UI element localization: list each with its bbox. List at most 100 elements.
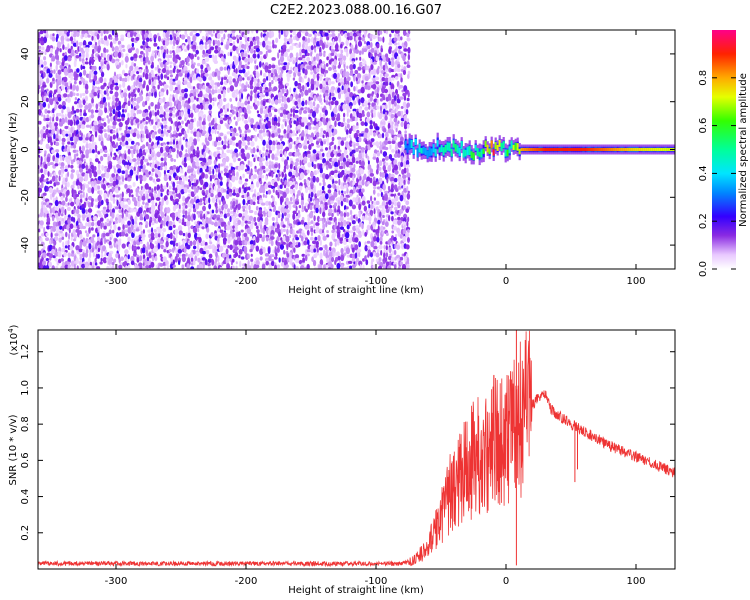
- noise-cell: [160, 162, 165, 168]
- noise-cell: [91, 48, 95, 55]
- noise-cell: [359, 118, 363, 122]
- noise-cell: [175, 132, 179, 138]
- noise-cell: [184, 92, 188, 99]
- noise-cell: [148, 220, 152, 228]
- noise-cell: [169, 141, 173, 145]
- noise-cell: [81, 172, 86, 177]
- noise-cell: [148, 91, 152, 97]
- noise-cell: [334, 173, 338, 178]
- noise-cell: [100, 71, 105, 78]
- noise-cell: [334, 169, 338, 174]
- noise-cell: [95, 147, 98, 153]
- noise-cell: [334, 208, 337, 213]
- noise-cell: [235, 132, 239, 137]
- noise-cell: [361, 37, 366, 42]
- noise-cell: [297, 129, 301, 133]
- noise-cell: [325, 44, 329, 49]
- noise-cell: [186, 244, 191, 250]
- noise-cell: [76, 265, 79, 269]
- noise-cell: [114, 37, 119, 41]
- noise-cell: [184, 210, 188, 215]
- noise-cell: [324, 204, 328, 211]
- noise-cell: [136, 169, 139, 175]
- noise-cell: [93, 57, 98, 61]
- noise-cell: [234, 59, 239, 66]
- noise-cell: [212, 30, 215, 34]
- noise-cell: [354, 69, 359, 75]
- noise-cell: [67, 219, 71, 225]
- noise-cell: [240, 229, 244, 233]
- noise-cell: [231, 175, 236, 183]
- noise-cell: [132, 252, 138, 257]
- noise-cell: [235, 34, 239, 39]
- noise-cell: [297, 104, 302, 109]
- noise-cell: [372, 61, 377, 65]
- noise-cell: [159, 204, 163, 212]
- noise-cell: [148, 105, 151, 110]
- noise-cell: [168, 54, 173, 59]
- noise-cell: [226, 87, 231, 94]
- noise-cell: [94, 109, 99, 113]
- noise-cell: [367, 253, 370, 258]
- noise-cell: [114, 206, 120, 210]
- noise-cell: [300, 91, 304, 97]
- noise-cell: [155, 220, 159, 224]
- noise-cell: [102, 206, 107, 210]
- noise-cell: [97, 47, 101, 54]
- noise-cell: [147, 229, 152, 233]
- noise-cell: [261, 187, 266, 194]
- noise-cell: [100, 31, 103, 37]
- noise-cell: [52, 108, 55, 114]
- noise-cell: [332, 251, 335, 258]
- noise-cell: [56, 128, 60, 135]
- noise-cell: [112, 197, 116, 204]
- noise-cell: [106, 92, 109, 97]
- noise-cell: [369, 124, 373, 130]
- noise-cell: [242, 173, 245, 179]
- noise-cell: [75, 149, 79, 153]
- noise-cell: [85, 137, 89, 141]
- noise-cell: [103, 30, 106, 35]
- noise-cell: [351, 220, 356, 225]
- noise-cell: [299, 51, 302, 57]
- noise-cell: [142, 254, 146, 260]
- noise-cell: [220, 42, 224, 46]
- noise-cell: [85, 44, 90, 49]
- noise-cell: [79, 108, 83, 114]
- noise-cell: [60, 220, 64, 225]
- noise-cell: [165, 61, 169, 65]
- noise-cell: [138, 190, 144, 195]
- noise-cell: [229, 51, 233, 57]
- noise-cell: [343, 76, 347, 84]
- noise-cell: [74, 97, 78, 101]
- noise-cell: [137, 87, 141, 93]
- noise-cell: [55, 149, 60, 153]
- noise-cell: [273, 181, 278, 188]
- noise-cell: [139, 216, 144, 221]
- noise-cell: [278, 49, 281, 53]
- noise-cell: [129, 65, 134, 72]
- noise-cell: [295, 183, 298, 190]
- noise-cell: [207, 135, 213, 142]
- noise-cell: [84, 175, 89, 182]
- noise-cell: [85, 52, 89, 59]
- noise-cell: [140, 45, 144, 49]
- noise-cell: [115, 82, 119, 86]
- noise-cell: [228, 140, 233, 146]
- noise-cell: [355, 201, 359, 206]
- noise-cell: [334, 241, 337, 247]
- noise-cell: [131, 194, 134, 198]
- noise-cell: [66, 206, 71, 211]
- noise-cell: [345, 247, 351, 255]
- noise-cell: [310, 45, 314, 51]
- noise-cell: [322, 181, 326, 187]
- noise-cell: [237, 219, 242, 226]
- noise-cell: [187, 39, 192, 46]
- noise-cell: [199, 132, 202, 138]
- noise-cell: [271, 80, 274, 85]
- noise-cell: [329, 103, 332, 111]
- noise-cell: [193, 62, 196, 66]
- noise-cell: [128, 92, 131, 99]
- noise-cell: [265, 194, 268, 199]
- noise-cell: [162, 185, 167, 190]
